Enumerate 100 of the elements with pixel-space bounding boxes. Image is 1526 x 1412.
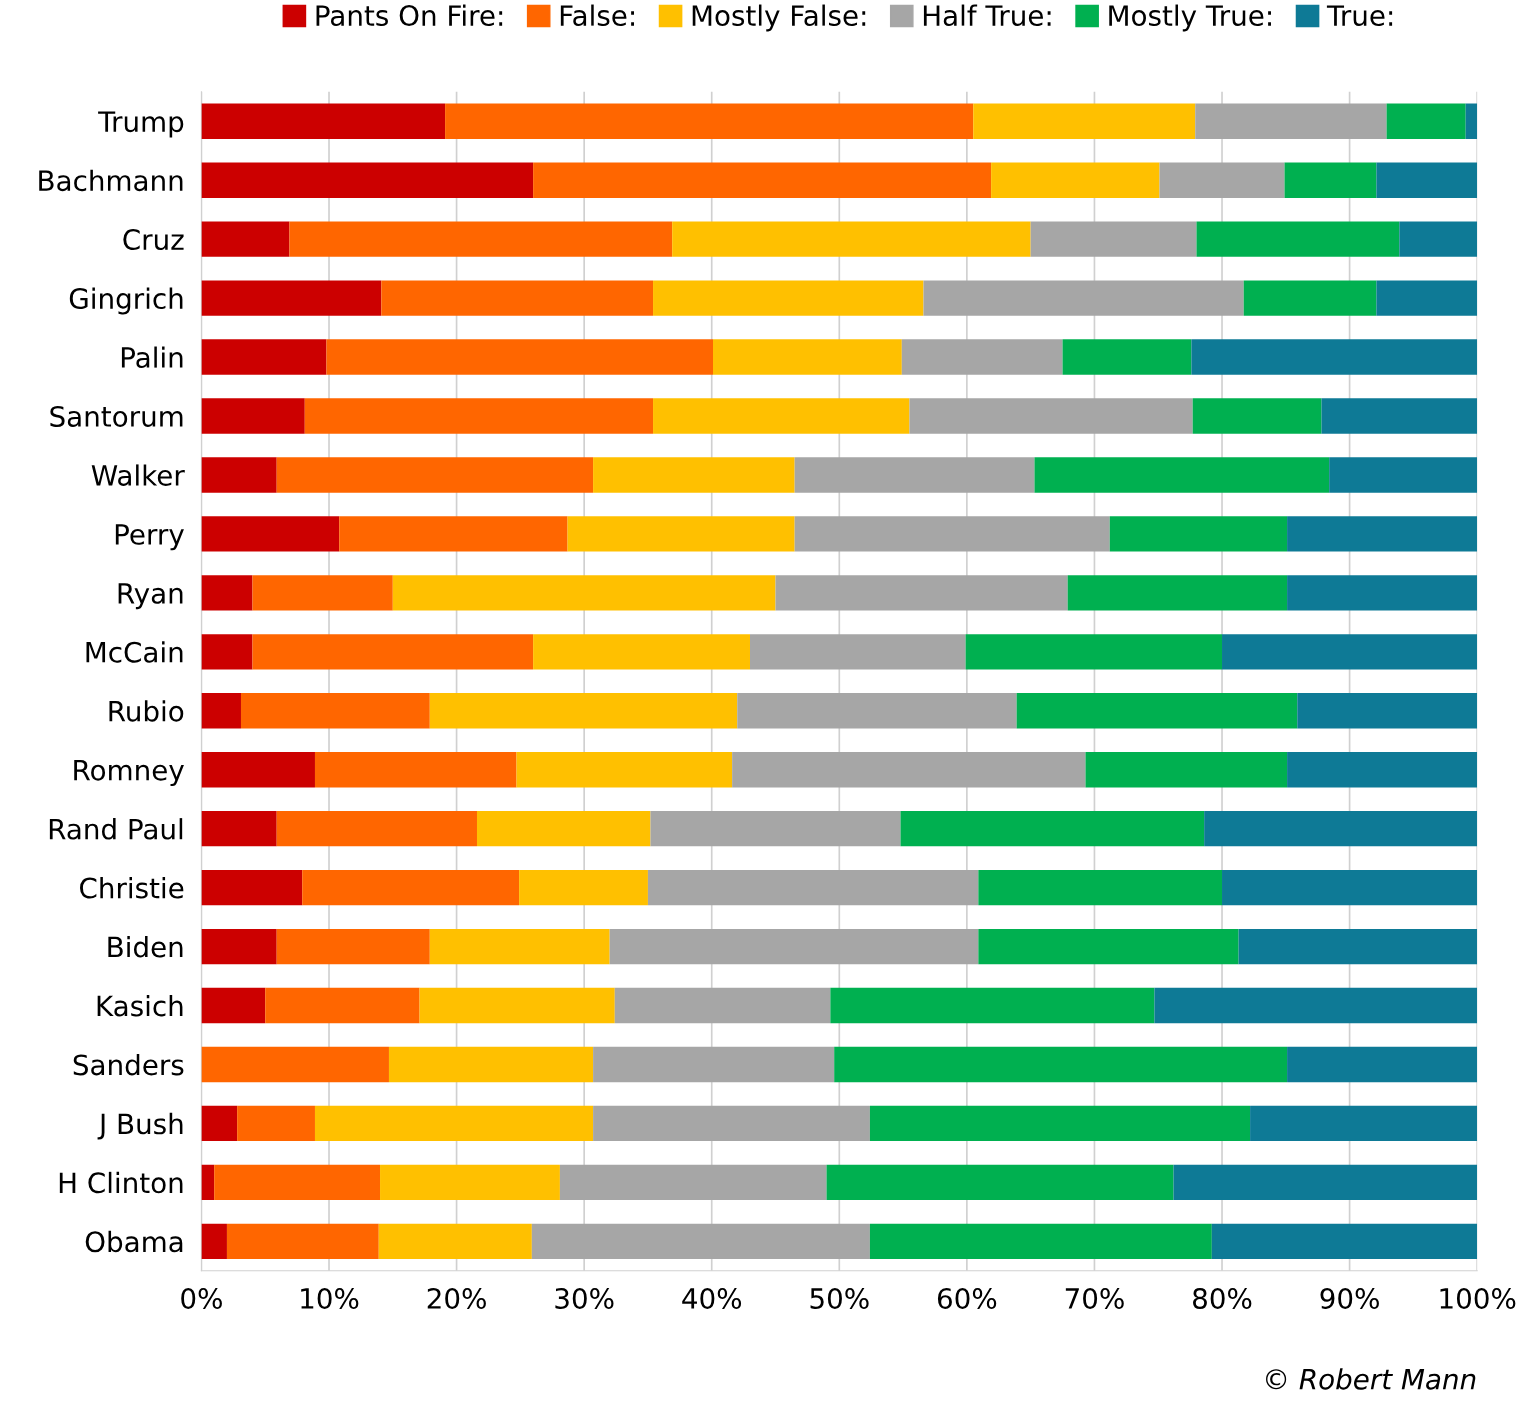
bar [533,162,992,198]
bar [1222,869,1478,906]
bar [380,1164,560,1201]
bar [900,810,1205,847]
bar [201,221,290,257]
legend-label: Mostly True: [1109,4,1271,32]
bar [775,575,1068,611]
bar [593,1046,835,1083]
bar [201,928,277,965]
bar [201,280,382,316]
bar [201,516,340,552]
bar [909,398,1193,434]
y-tick-label: Biden [108,936,183,958]
bar [237,1105,315,1142]
bar [201,457,277,493]
bar [794,457,1035,493]
bar [516,752,733,788]
bar [1034,457,1330,493]
y-tick-label: Bachmann [39,169,183,192]
bar [559,1164,827,1201]
bar [737,693,1017,729]
bar [750,634,966,670]
bar [1222,634,1478,670]
bar [1016,693,1298,729]
legend-label: Half True: [923,4,1051,27]
bar [201,810,277,847]
bar [289,221,673,257]
y-tick-label: Gingrich [69,287,183,315]
bar [1062,339,1192,375]
bar [533,634,750,670]
bar [314,752,517,788]
bar [593,1105,870,1142]
bar [653,280,924,316]
bar [419,987,615,1024]
x-tick-label: 90% [1320,1287,1379,1309]
y-tick-label: Sanders [73,1053,184,1076]
bar [834,1046,1288,1083]
bar [476,810,651,847]
bar [304,398,654,434]
x-tick-label: 50% [810,1287,869,1309]
legend-label: Pants On Fire: [316,4,503,27]
bar [614,987,831,1024]
bar [1195,103,1387,139]
bar [1211,1223,1478,1260]
bar [276,457,594,493]
bar [1030,221,1197,257]
bar [201,398,305,434]
y-tick-label: H Clinton [59,1171,183,1194]
bar [991,162,1160,198]
y-tick-label: Palin [121,346,183,369]
legend-label: Mostly False: [692,4,866,32]
bar [201,1223,227,1260]
bar [381,280,654,316]
bar [201,575,253,611]
x-tick-label: 60% [937,1287,997,1309]
bar [1329,457,1478,493]
y-tick-label: Trump [98,111,184,138]
bar [672,221,1031,257]
bar [240,693,430,729]
bar [1376,280,1478,316]
y-tick-label: Rubio [109,700,184,722]
y-tick-label: Santorum [50,405,183,427]
bar [252,575,393,611]
x-tick-label: 0% [181,1287,222,1309]
bar [388,1046,594,1083]
bar [201,987,266,1024]
bar [869,1223,1212,1260]
bar [1243,280,1377,316]
bar [973,103,1196,139]
bar [1192,398,1322,434]
bar [201,103,446,139]
bar [1204,810,1478,847]
bar [429,928,610,965]
bar [302,869,520,906]
bar [978,869,1223,906]
bar [1067,575,1288,611]
bar [201,339,327,375]
bar [609,928,979,965]
bar [201,752,315,788]
legend-label: False: [560,4,634,27]
bar [732,752,1086,788]
bar [252,634,534,670]
bar [1196,221,1400,257]
bar [531,1223,870,1260]
bar [276,928,430,965]
bar [201,1164,215,1201]
bar [519,869,648,906]
bar [378,1223,532,1260]
bar [1399,221,1478,257]
bar [1109,516,1288,552]
bar [276,810,477,847]
bar [978,928,1239,965]
x-tick-label: 20% [427,1287,486,1309]
bar [1297,693,1478,729]
bar [567,516,795,552]
bar [201,693,241,729]
x-tick-label: 10% [301,1287,359,1309]
bar [901,339,1063,375]
legend-label: True: [1326,5,1393,27]
bar [226,1223,379,1260]
